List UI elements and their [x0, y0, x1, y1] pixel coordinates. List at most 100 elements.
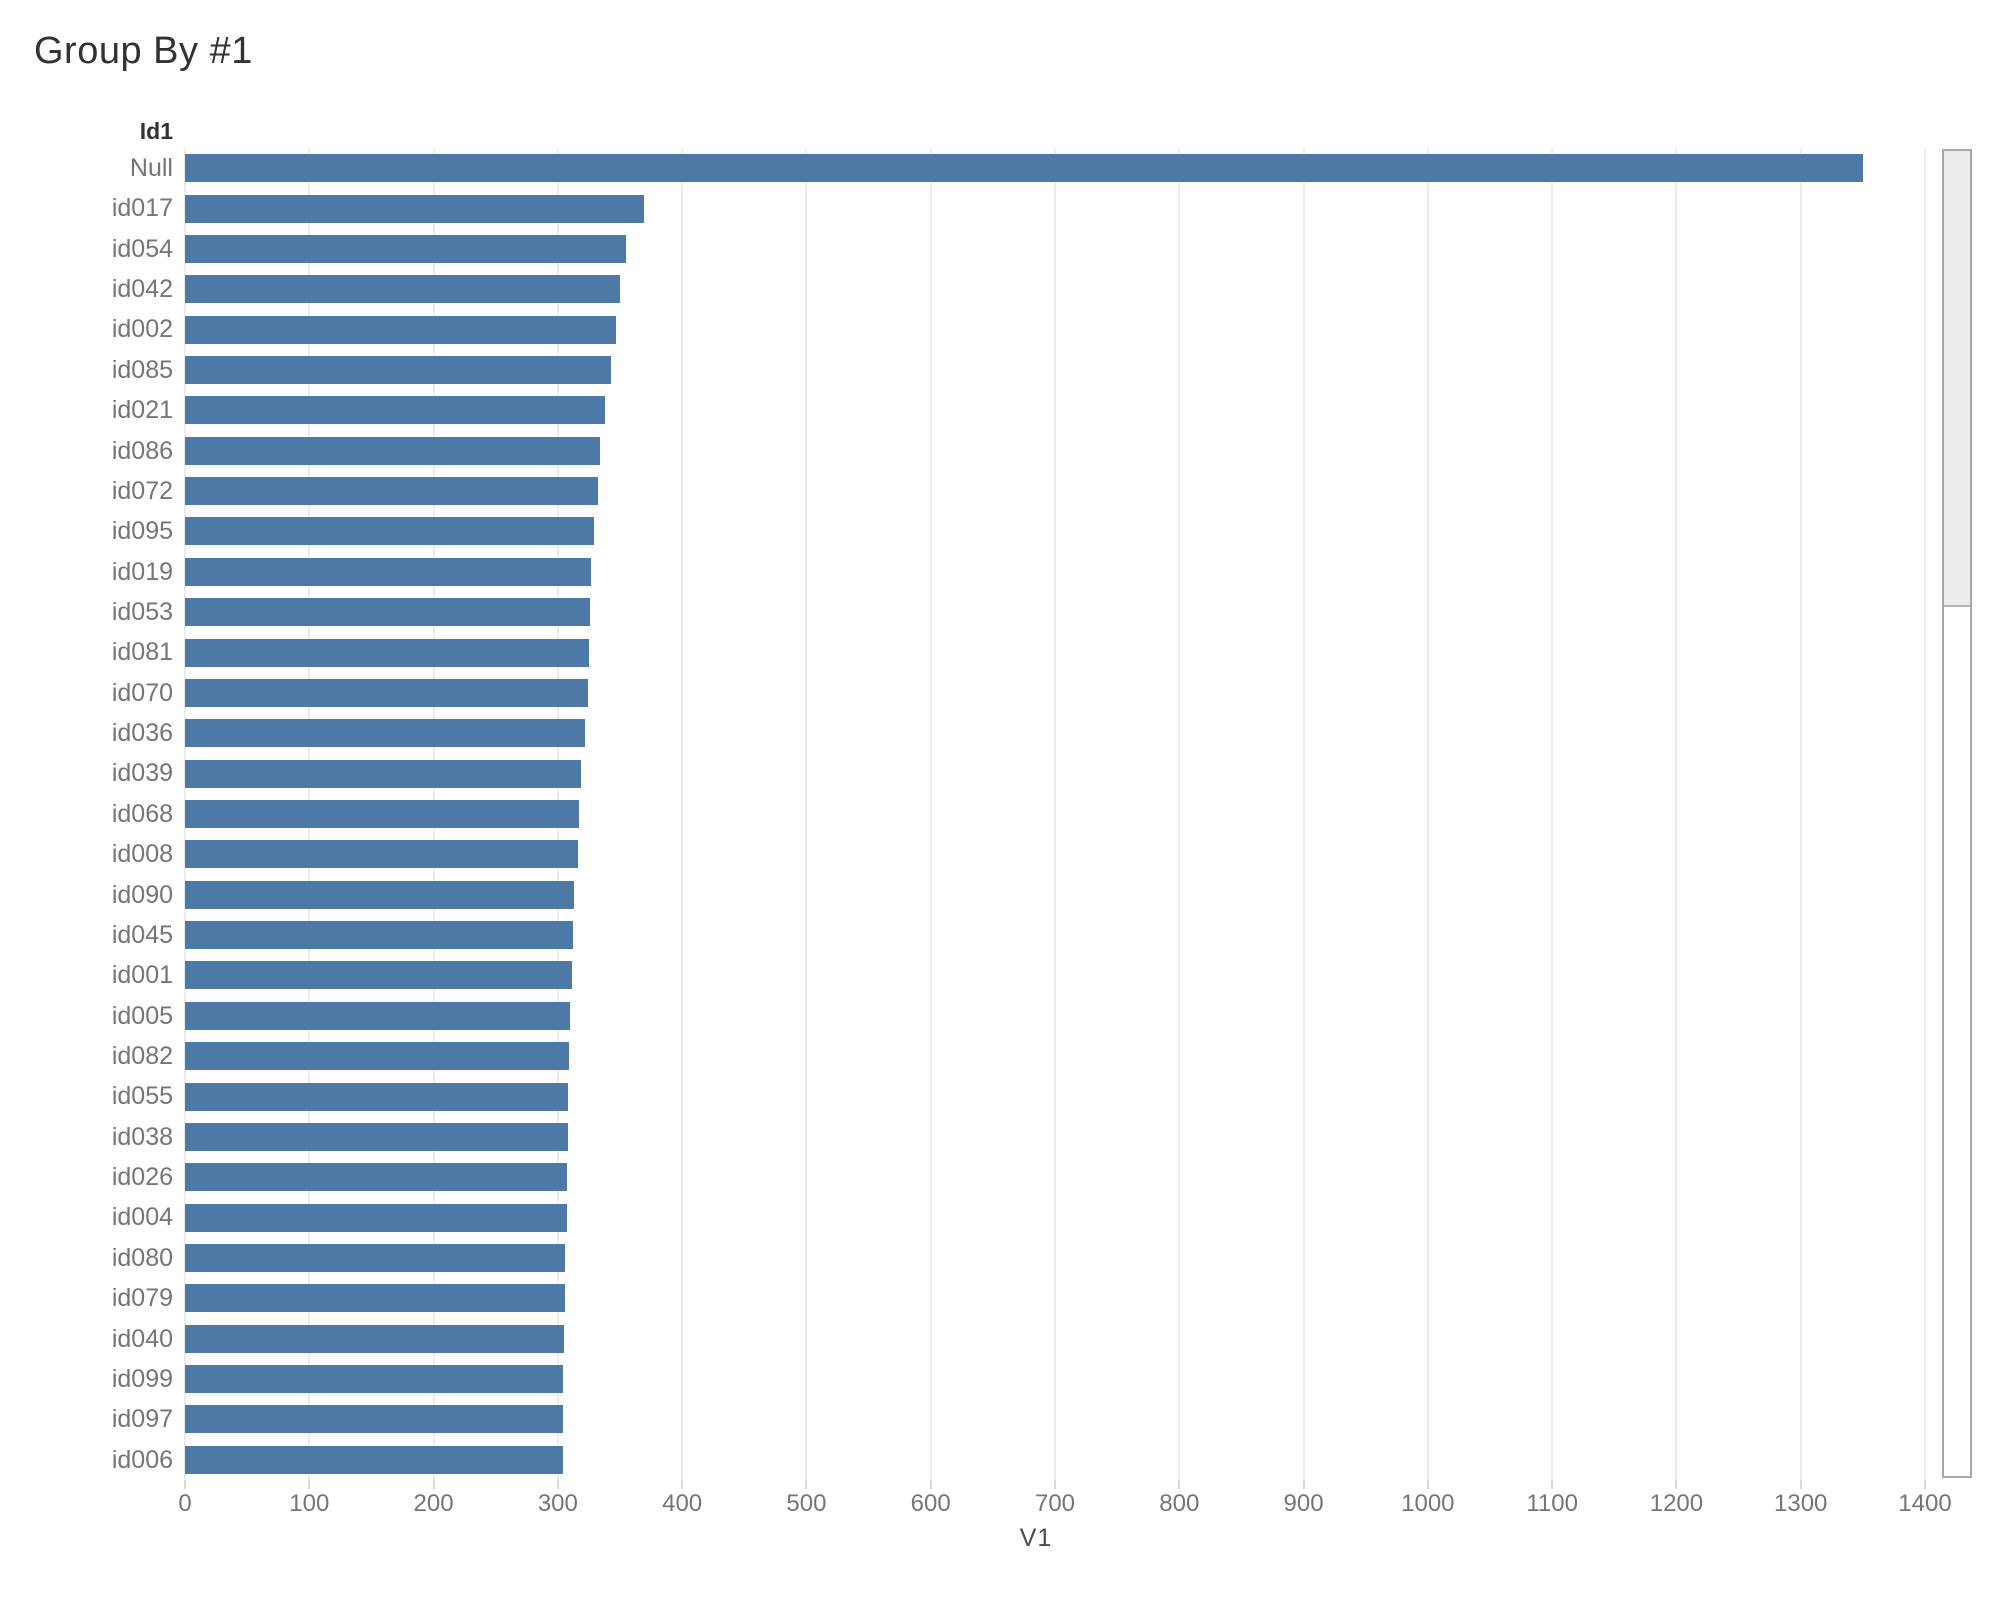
tick-mark	[1054, 1480, 1056, 1489]
row-label[interactable]: id019	[111, 557, 173, 586]
bar[interactable]	[185, 1122, 568, 1151]
bar[interactable]	[185, 719, 586, 748]
gridline	[1924, 148, 1926, 1480]
x-tick-label: 500	[786, 1490, 827, 1517]
row-label[interactable]: id038	[111, 1122, 173, 1151]
bar[interactable]	[185, 638, 589, 667]
x-tick-label: 100	[289, 1490, 330, 1517]
bar[interactable]	[185, 436, 601, 465]
bar[interactable]	[185, 678, 588, 707]
tick-mark	[1426, 1480, 1429, 1489]
bar[interactable]	[185, 1324, 565, 1353]
bar[interactable]	[185, 1284, 566, 1313]
x-tick-label: 1300	[1774, 1490, 1828, 1517]
row-label[interactable]: id039	[111, 759, 173, 788]
bar[interactable]	[185, 800, 579, 828]
gridline	[1302, 148, 1305, 1480]
tick-mark	[432, 1480, 435, 1489]
bar[interactable]	[185, 1042, 570, 1071]
tick-mark	[1675, 1480, 1678, 1489]
tick-mark	[681, 1480, 684, 1489]
row-label[interactable]: Null	[129, 154, 173, 182]
row-label[interactable]: id070	[111, 678, 173, 707]
row-label[interactable]: id017	[111, 194, 173, 223]
bar[interactable]	[185, 477, 598, 506]
x-tick-label: 700	[1034, 1490, 1076, 1517]
bar[interactable]	[185, 275, 620, 304]
row-label[interactable]: id082	[111, 1042, 173, 1070]
row-label[interactable]: id081	[111, 638, 173, 667]
row-label[interactable]: id021	[111, 396, 173, 425]
gridline	[1426, 148, 1429, 1480]
row-label[interactable]: id036	[111, 719, 173, 748]
row-label[interactable]: id079	[111, 1284, 173, 1313]
bar[interactable]	[185, 356, 612, 384]
tick-mark	[929, 1480, 932, 1489]
row-label[interactable]: id097	[111, 1405, 173, 1434]
bar[interactable]	[185, 1365, 563, 1394]
bar[interactable]	[185, 234, 627, 263]
row-label[interactable]: id040	[111, 1324, 173, 1353]
bar[interactable]	[185, 557, 592, 586]
x-axis-label: V1	[1019, 1524, 1053, 1552]
vertical-scrollbar[interactable]	[1942, 149, 1972, 1478]
bar[interactable]	[185, 1001, 571, 1030]
row-label[interactable]: id008	[111, 840, 173, 869]
bar[interactable]	[185, 194, 644, 223]
row-label[interactable]: id026	[111, 1163, 173, 1192]
bar[interactable]	[185, 517, 594, 546]
x-tick-label: 400	[662, 1490, 703, 1517]
tick-mark	[1302, 1480, 1305, 1489]
row-label[interactable]: id042	[111, 275, 173, 304]
row-label[interactable]: id001	[111, 961, 173, 990]
row-label[interactable]: id072	[111, 476, 173, 505]
bar[interactable]	[185, 921, 573, 950]
row-label[interactable]: id055	[111, 1082, 173, 1111]
bar[interactable]	[185, 880, 574, 909]
row-label[interactable]: id086	[111, 436, 173, 465]
tick-mark	[1551, 1480, 1554, 1489]
tick-mark	[1799, 1480, 1802, 1489]
row-label[interactable]: id054	[111, 234, 173, 263]
row-label[interactable]: id004	[111, 1203, 173, 1232]
gridline	[1551, 148, 1554, 1480]
bar[interactable]	[185, 154, 1863, 183]
x-tick-label: 800	[1159, 1490, 1200, 1517]
bar[interactable]	[185, 1445, 563, 1474]
x-tick-label: 1100	[1526, 1490, 1578, 1517]
row-label[interactable]: id005	[111, 1001, 173, 1030]
row-label[interactable]: id053	[111, 598, 173, 626]
bar[interactable]	[185, 598, 591, 627]
bar[interactable]	[185, 396, 606, 425]
bar[interactable]	[185, 1163, 567, 1192]
bar[interactable]	[185, 1203, 567, 1232]
row-label[interactable]: id045	[111, 920, 173, 949]
bar[interactable]	[185, 961, 572, 990]
row-label[interactable]: id099	[111, 1364, 173, 1393]
bar[interactable]	[185, 1405, 563, 1434]
row-label[interactable]: id006	[111, 1445, 173, 1474]
x-tick-label: 1000	[1401, 1490, 1455, 1517]
gridline	[1178, 148, 1181, 1480]
x-tick-label: 200	[413, 1490, 454, 1517]
bar[interactable]	[185, 840, 578, 869]
x-tick-label: 300	[537, 1490, 578, 1517]
x-axis-title[interactable]: V1	[0, 1524, 2000, 1553]
x-tick-label: 1200	[1649, 1490, 1704, 1517]
scrollbar-thumb[interactable]	[1944, 151, 1970, 607]
row-label[interactable]: id068	[111, 799, 173, 828]
bar[interactable]	[185, 1244, 566, 1272]
tick-mark	[184, 1480, 186, 1489]
bar[interactable]	[185, 1082, 568, 1111]
row-label[interactable]: id085	[111, 355, 173, 384]
bar[interactable]	[185, 759, 582, 788]
row-label[interactable]: id002	[111, 315, 173, 344]
bar[interactable]	[185, 315, 617, 344]
row-label[interactable]: id090	[111, 880, 173, 909]
row-label[interactable]: id080	[111, 1243, 173, 1272]
x-tick-label: 1400	[1898, 1490, 1952, 1517]
gridline	[805, 148, 808, 1480]
tick-mark	[1924, 1480, 1926, 1489]
row-label[interactable]: id095	[111, 517, 173, 546]
